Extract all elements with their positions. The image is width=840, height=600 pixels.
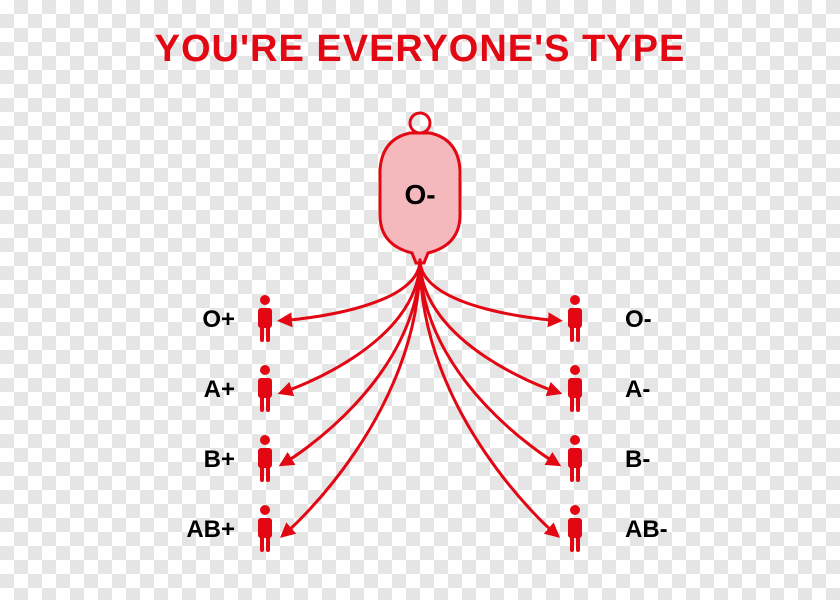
person-icon	[568, 435, 582, 482]
recipient-bloodtype-label: AB+	[175, 516, 235, 544]
person-icon	[258, 435, 272, 482]
recipient-bloodtype-label: B+	[175, 446, 235, 474]
flow-arrow	[420, 260, 551, 390]
person-icon	[258, 365, 272, 412]
recipient-bloodtype-label: AB-	[625, 516, 695, 544]
flow-arrow	[289, 260, 420, 320]
infographic-stage: YOU'RE EVERYONE'S TYPE O- O+A+B+AB+O-A-B…	[105, 0, 735, 570]
person-icon	[258, 505, 272, 552]
flow-arrow	[289, 260, 420, 390]
blood-flow-diagram	[105, 30, 735, 570]
donor-bloodtype-label: O-	[404, 179, 435, 211]
connector-lines	[289, 260, 551, 530]
recipient-bloodtype-label: A+	[175, 376, 235, 404]
person-icon	[258, 295, 272, 342]
flow-arrow	[420, 260, 551, 320]
recipient-bloodtype-label: O-	[625, 306, 695, 334]
flow-arrow	[420, 260, 551, 530]
recipient-bloodtype-label: B-	[625, 446, 695, 474]
person-icon	[568, 505, 582, 552]
flow-arrow	[289, 260, 420, 530]
person-icon	[568, 365, 582, 412]
recipient-bloodtype-label: A-	[625, 376, 695, 404]
person-icon	[568, 295, 582, 342]
recipient-bloodtype-label: O+	[175, 306, 235, 334]
